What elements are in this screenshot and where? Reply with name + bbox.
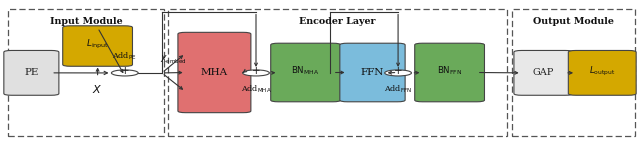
FancyBboxPatch shape <box>415 43 484 102</box>
Text: Encoder Layer: Encoder Layer <box>299 17 376 26</box>
Text: $\mathrm{BN}_{\mathrm{FFN}}$: $\mathrm{BN}_{\mathrm{FFN}}$ <box>437 65 462 77</box>
Text: $\mathit{L}_{\mathrm{input}}$: $\mathit{L}_{\mathrm{input}}$ <box>86 38 109 51</box>
Text: Add$_{\mathrm{MHA}}$: Add$_{\mathrm{MHA}}$ <box>241 84 271 95</box>
Text: +: + <box>252 67 260 76</box>
Circle shape <box>111 70 138 76</box>
Text: PE: PE <box>24 68 38 77</box>
FancyBboxPatch shape <box>340 43 405 102</box>
Text: +: + <box>394 67 403 76</box>
Text: FFN: FFN <box>361 68 384 77</box>
FancyBboxPatch shape <box>178 32 251 113</box>
Text: $\mathrm{BN}_{\mathrm{MHA}}$: $\mathrm{BN}_{\mathrm{MHA}}$ <box>291 65 320 77</box>
FancyBboxPatch shape <box>514 50 573 95</box>
Text: Add$_{\mathrm{FFN}}$: Add$_{\mathrm{FFN}}$ <box>384 84 412 95</box>
FancyBboxPatch shape <box>271 43 340 102</box>
Text: +: + <box>120 67 129 76</box>
Text: GAP: GAP <box>532 68 554 77</box>
FancyBboxPatch shape <box>63 26 132 66</box>
Text: $\mathit{X}_{\mathrm{embed}}$: $\mathit{X}_{\mathrm{embed}}$ <box>160 53 187 66</box>
Text: $\mathit{X}$: $\mathit{X}$ <box>92 83 103 95</box>
FancyBboxPatch shape <box>568 50 636 95</box>
Text: $\mathit{L}_{\mathrm{output}}$: $\mathit{L}_{\mathrm{output}}$ <box>589 65 616 78</box>
Text: MHA: MHA <box>201 68 228 77</box>
Text: Add$_{\mathrm{PE}}$: Add$_{\mathrm{PE}}$ <box>113 51 137 62</box>
Circle shape <box>385 70 412 76</box>
Circle shape <box>243 70 269 76</box>
Text: Input Module: Input Module <box>50 17 122 26</box>
FancyBboxPatch shape <box>4 50 59 95</box>
Text: Output Module: Output Module <box>533 17 614 26</box>
